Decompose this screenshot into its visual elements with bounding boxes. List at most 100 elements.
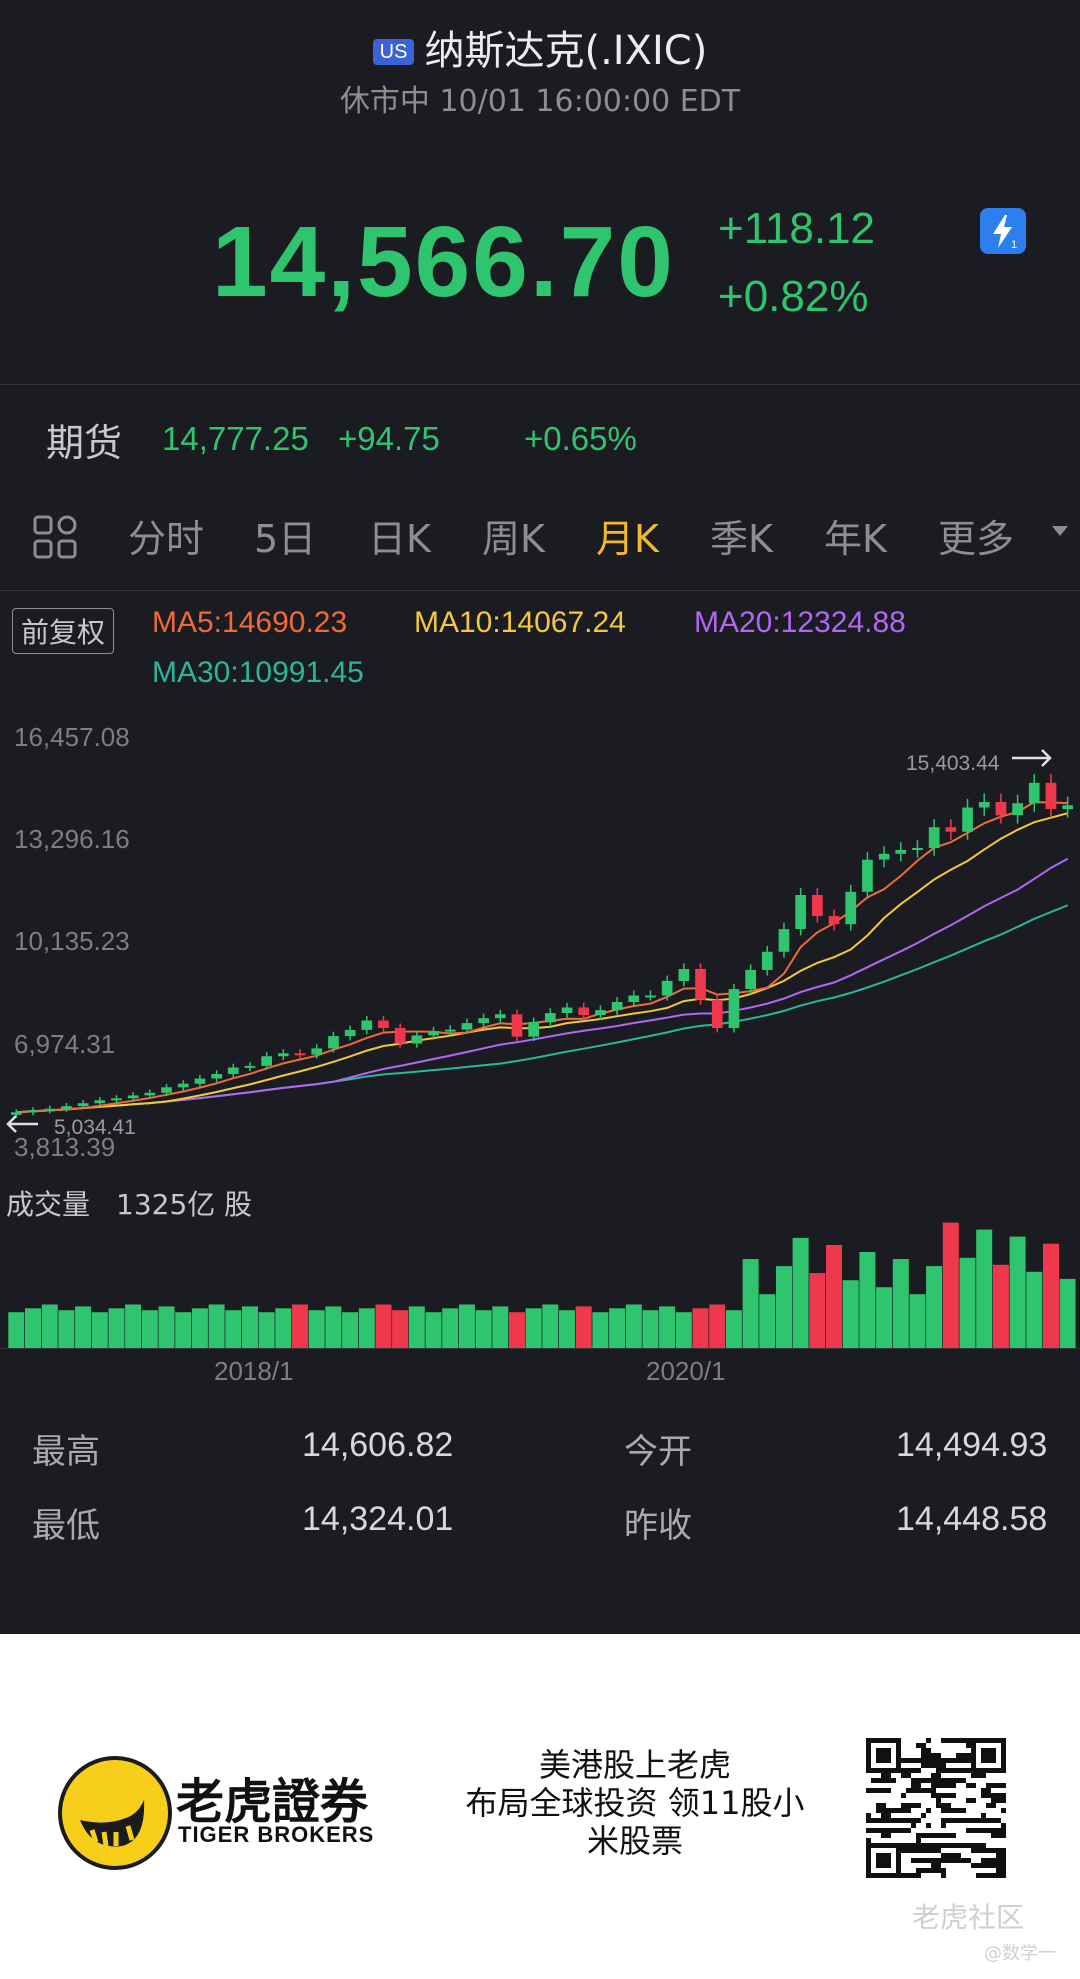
candle-body (561, 1007, 573, 1013)
volume-bar (725, 1310, 742, 1348)
slogan-line: 米股票 (586, 1822, 683, 1860)
layout-grid-icon[interactable] (32, 514, 78, 560)
volume-bar (709, 1304, 726, 1348)
candle-body (478, 1018, 489, 1024)
volume-bar (1026, 1271, 1043, 1348)
x-tick-label: 2018/1 (214, 1356, 294, 1386)
volume-bar (325, 1306, 342, 1348)
open-label: 今开 (624, 1432, 692, 1472)
ma20-label: MA20:12324.88 (694, 606, 906, 639)
volume-bar (58, 1310, 75, 1348)
prev-close-label: 昨收 (624, 1506, 692, 1546)
candle-body (661, 980, 673, 996)
tab-yearly-k[interactable]: 年K (824, 517, 887, 561)
volume-bar (158, 1306, 175, 1348)
lightning-icon[interactable]: 1 (980, 208, 1026, 254)
volume-bar (575, 1306, 592, 1348)
candle-body (745, 969, 756, 989)
tab-weekly-k[interactable]: 周K (482, 517, 545, 561)
candle-body (962, 807, 973, 832)
tab-more[interactable]: 更多 (938, 517, 1015, 561)
y-tick-label: 6,974.31 (14, 1029, 116, 1059)
arrow-left-icon (6, 1115, 38, 1133)
low-marker-label: 5,034.41 (54, 1116, 136, 1139)
candle-body (761, 951, 773, 970)
ma5-line (16, 801, 1068, 1114)
volume-bar (292, 1304, 308, 1348)
tab-5day[interactable]: 5日 (254, 517, 317, 561)
index-name: 纳斯达克(.IXIC) (424, 28, 708, 74)
x-tick-label: 2020/1 (646, 1356, 726, 1386)
chevron-down-icon[interactable] (1052, 526, 1068, 536)
volume-bar (425, 1312, 442, 1348)
ma5-label: MA5:14690.23 (152, 606, 348, 639)
promo-slogan: 美港股上老虎 布局全球投资 领11股小 米股票 (440, 1746, 830, 1860)
tab-daily-k[interactable]: 日K (368, 517, 431, 561)
volume-bar (475, 1310, 492, 1348)
tab-quarterly-k[interactable]: 季K (710, 517, 773, 561)
watermark-user: @数学一 (984, 1943, 1056, 1964)
candle-body (461, 1023, 473, 1030)
candle-body (311, 1048, 323, 1055)
candle-body (1012, 803, 1023, 816)
brand-name: 老虎證券 (176, 1774, 369, 1830)
volume-bar (776, 1266, 792, 1348)
volume-bar (1059, 1278, 1076, 1348)
volume-bar (191, 1308, 208, 1348)
candle-body (878, 853, 890, 860)
candle-body (394, 1028, 406, 1044)
y-tick-label: 16,457.08 (14, 722, 130, 752)
candle-body (244, 1065, 256, 1068)
low-label: 最低 (32, 1506, 100, 1546)
high-marker-label: 15,403.44 (906, 752, 1000, 775)
volume-bar (892, 1259, 909, 1348)
volume-bar (458, 1304, 475, 1348)
volume-bar (1009, 1236, 1026, 1348)
candle-body (778, 929, 790, 952)
y-tick-label: 13,296.16 (14, 824, 130, 854)
tab-intraday[interactable]: 分时 (128, 517, 205, 561)
candle-body (428, 1031, 439, 1036)
candle-body (711, 999, 723, 1028)
candle-body (278, 1053, 289, 1057)
candle-body (928, 827, 940, 848)
candle-body (995, 802, 1007, 816)
candle-body (511, 1014, 523, 1037)
volume-bar (675, 1312, 692, 1348)
candle-body (912, 848, 923, 850)
candle-body (11, 1112, 22, 1115)
last-price: 14,566.70 (212, 206, 675, 318)
volume-bar (559, 1310, 575, 1348)
candle-body (828, 916, 840, 925)
price-change: +118.12 (718, 204, 876, 253)
volume-bar (809, 1273, 826, 1348)
volume-bar (942, 1222, 959, 1348)
futures-change-percent: +0.65% (524, 420, 637, 457)
volume-bar (91, 1312, 108, 1348)
volume-bar (692, 1308, 709, 1348)
divider (0, 384, 1080, 385)
candle-body (27, 1110, 39, 1113)
tab-monthly-k[interactable]: 月K (596, 517, 659, 561)
candle-body (161, 1087, 172, 1093)
candle-body (261, 1056, 272, 1066)
candlestick-chart[interactable]: 15,403.44 5,034.41 (0, 720, 1080, 1400)
ma10-label: MA10:14067.24 (414, 606, 626, 639)
candle-body (44, 1108, 56, 1111)
candle-body (895, 849, 907, 854)
adjust-toggle-button[interactable]: 前复权 (12, 608, 115, 654)
volume-bar (242, 1306, 258, 1348)
volume-bar (258, 1312, 275, 1348)
candle-body (111, 1098, 122, 1101)
candle-body (862, 859, 873, 892)
watermark: 老虎社区 (912, 1901, 1025, 1934)
period-tabs: 分时 5日 日K 周K 月K 季K 年K 更多 (0, 508, 1080, 572)
volume-bar (992, 1264, 1009, 1348)
volume-bar (525, 1308, 542, 1348)
volume-bar (1043, 1243, 1059, 1348)
volume-bar (208, 1304, 225, 1348)
candle-body (695, 969, 706, 1000)
candle-body (144, 1092, 156, 1096)
volume-bar (842, 1280, 859, 1348)
candle-body (211, 1074, 222, 1079)
